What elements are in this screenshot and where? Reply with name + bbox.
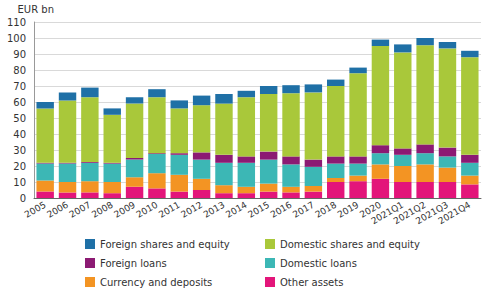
svg-text:2008: 2008 bbox=[90, 200, 115, 220]
svg-text:Foreign loans: Foreign loans bbox=[100, 258, 167, 269]
svg-text:Domestic shares and equity: Domestic shares and equity bbox=[280, 239, 420, 250]
svg-text:60: 60 bbox=[13, 97, 26, 108]
svg-text:2021Q1: 2021Q1 bbox=[369, 199, 406, 227]
svg-text:2009: 2009 bbox=[112, 200, 137, 220]
svg-text:2011: 2011 bbox=[157, 200, 182, 220]
svg-text:Other assets: Other assets bbox=[280, 277, 343, 288]
svg-text:40: 40 bbox=[13, 129, 26, 140]
svg-text:2018: 2018 bbox=[313, 200, 338, 220]
svg-text:2021Q3: 2021Q3 bbox=[414, 199, 450, 227]
svg-text:100: 100 bbox=[7, 33, 26, 44]
svg-text:80: 80 bbox=[13, 65, 26, 76]
svg-text:30: 30 bbox=[13, 145, 26, 156]
svg-text:0: 0 bbox=[20, 193, 26, 204]
svg-text:10: 10 bbox=[13, 177, 26, 188]
svg-text:Domestic loans: Domestic loans bbox=[280, 258, 357, 269]
svg-text:2021Q2: 2021Q2 bbox=[391, 199, 428, 227]
svg-text:2021Q4: 2021Q4 bbox=[436, 200, 472, 227]
svg-text:2020: 2020 bbox=[358, 199, 383, 220]
svg-text:2006: 2006 bbox=[45, 200, 70, 220]
svg-text:EUR bn: EUR bn bbox=[18, 4, 54, 15]
svg-text:2007: 2007 bbox=[68, 200, 93, 220]
svg-text:2012: 2012 bbox=[179, 200, 204, 220]
svg-text:2015: 2015 bbox=[246, 200, 271, 220]
svg-text:Foreign shares and equity: Foreign shares and equity bbox=[100, 239, 230, 250]
svg-text:70: 70 bbox=[13, 81, 26, 92]
svg-text:20: 20 bbox=[13, 161, 26, 172]
svg-text:2014: 2014 bbox=[224, 200, 249, 220]
svg-text:110: 110 bbox=[7, 17, 26, 28]
svg-text:2017: 2017 bbox=[291, 200, 316, 220]
svg-text:2010: 2010 bbox=[135, 200, 160, 220]
svg-text:2016: 2016 bbox=[269, 200, 294, 220]
svg-text:50: 50 bbox=[13, 113, 26, 124]
svg-text:2013: 2013 bbox=[202, 200, 227, 220]
svg-text:2005: 2005 bbox=[23, 200, 48, 220]
svg-text:90: 90 bbox=[13, 49, 26, 60]
svg-text:Currency and deposits: Currency and deposits bbox=[100, 277, 212, 288]
svg-text:2019: 2019 bbox=[336, 200, 361, 220]
